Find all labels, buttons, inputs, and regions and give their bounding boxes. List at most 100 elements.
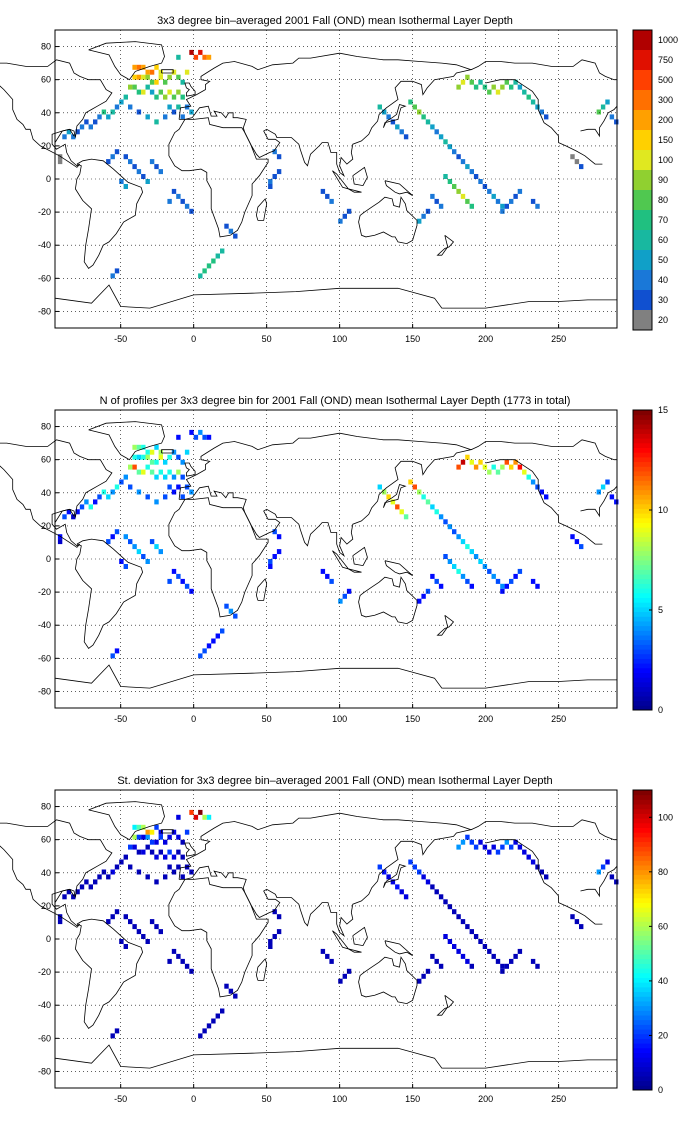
grid-lines [55, 410, 617, 708]
data-bin [517, 948, 523, 954]
colorbar-swatch [633, 428, 652, 434]
data-bin [605, 99, 610, 105]
data-bin [460, 539, 466, 545]
data-bin [176, 834, 181, 840]
data-bin [141, 469, 146, 475]
colorbar-swatch [633, 968, 652, 974]
data-bin [154, 459, 159, 465]
data-bin [417, 218, 422, 224]
data-bin [123, 944, 128, 949]
coastline [184, 462, 196, 477]
data-bin [180, 494, 185, 500]
colorbar-swatch [633, 110, 652, 130]
data-bin [425, 208, 431, 214]
data-bin [202, 1028, 207, 1034]
grid-lines [55, 30, 617, 328]
data-bin [97, 874, 102, 880]
coastline [161, 69, 174, 74]
colorbar-swatch [633, 879, 652, 885]
coastline [0, 59, 113, 168]
colorbar-swatch [633, 1066, 652, 1072]
data-bin [110, 1033, 115, 1039]
data-bin [224, 983, 229, 989]
colorbar-swatch [633, 930, 652, 936]
y-tick-label: 0 [46, 174, 51, 184]
colorbar-label: 10 [658, 505, 668, 515]
data-bin [320, 188, 326, 194]
data-bin [145, 114, 150, 120]
data-bin [473, 844, 479, 850]
data-bin [149, 919, 155, 925]
data-bin [535, 104, 540, 110]
x-tick-label: 0 [191, 1094, 196, 1104]
data-bin [276, 534, 282, 540]
coastline [178, 812, 473, 937]
data-bin [97, 114, 102, 120]
data-bin [206, 814, 212, 820]
data-bin [600, 484, 606, 490]
data-bin [338, 978, 343, 984]
data-bin [465, 578, 470, 584]
data-bin [71, 134, 76, 140]
coastline [168, 497, 269, 618]
data-bin [189, 208, 194, 214]
data-bin [491, 573, 496, 579]
data-bin [386, 114, 391, 120]
data-bin [88, 504, 93, 510]
data-bin [136, 929, 142, 935]
colorbar-swatch [633, 489, 652, 495]
data-bin [272, 909, 277, 915]
colorbar-swatch [633, 940, 652, 946]
data-bin [202, 814, 207, 820]
data-bin [176, 953, 181, 959]
coastline [168, 877, 269, 998]
data-bin [412, 864, 417, 870]
data-bin [500, 583, 505, 589]
data-bin [500, 464, 505, 470]
data-bin [145, 844, 150, 850]
colorbar-swatch [633, 897, 652, 903]
data-bin [377, 484, 382, 490]
colorbar-swatch [633, 972, 652, 978]
data-bin [75, 889, 80, 895]
x-tick-label: 0 [191, 334, 196, 344]
data-bin [482, 944, 488, 949]
data-bin [276, 929, 282, 935]
coastline [436, 994, 455, 1016]
data-bin [141, 74, 146, 80]
chart-title: 3x3 degree bin–averaged 2001 Fall (OND) … [157, 15, 513, 27]
data-bin [189, 588, 194, 594]
data-bin [342, 973, 347, 979]
data-bin [456, 534, 461, 540]
data-bin [579, 164, 584, 170]
data-bin [268, 559, 273, 564]
colorbar-swatch [633, 658, 652, 664]
colorbar-swatch [633, 681, 652, 688]
colorbar-swatch [633, 1024, 652, 1030]
colorbar-frame [632, 409, 653, 711]
data-bin [176, 864, 181, 870]
data-bin [149, 79, 155, 85]
data-bins [57, 49, 619, 279]
data-bin [342, 593, 347, 599]
data-bin [491, 953, 496, 959]
data-bin [408, 859, 413, 865]
data-bin [114, 484, 120, 490]
y-tick-label: 20 [41, 901, 51, 911]
data-bin [101, 869, 107, 875]
data-bin [141, 824, 146, 830]
x-tick-label: 50 [262, 1094, 272, 1104]
x-tick-label: 50 [262, 714, 272, 724]
map-panel-ild-mean: 3x3 degree bin–averaged 2001 Fall (OND) … [0, 0, 696, 380]
data-bin [136, 869, 142, 875]
coastline [436, 614, 455, 636]
colorbar-swatch [633, 691, 652, 697]
data-bin [544, 114, 549, 120]
data-bin [110, 109, 115, 115]
coastline [358, 196, 418, 245]
y-tick-label: 40 [41, 488, 51, 498]
data-bin [417, 869, 422, 875]
data-bin [272, 554, 277, 559]
colorbar-swatch [633, 190, 652, 210]
